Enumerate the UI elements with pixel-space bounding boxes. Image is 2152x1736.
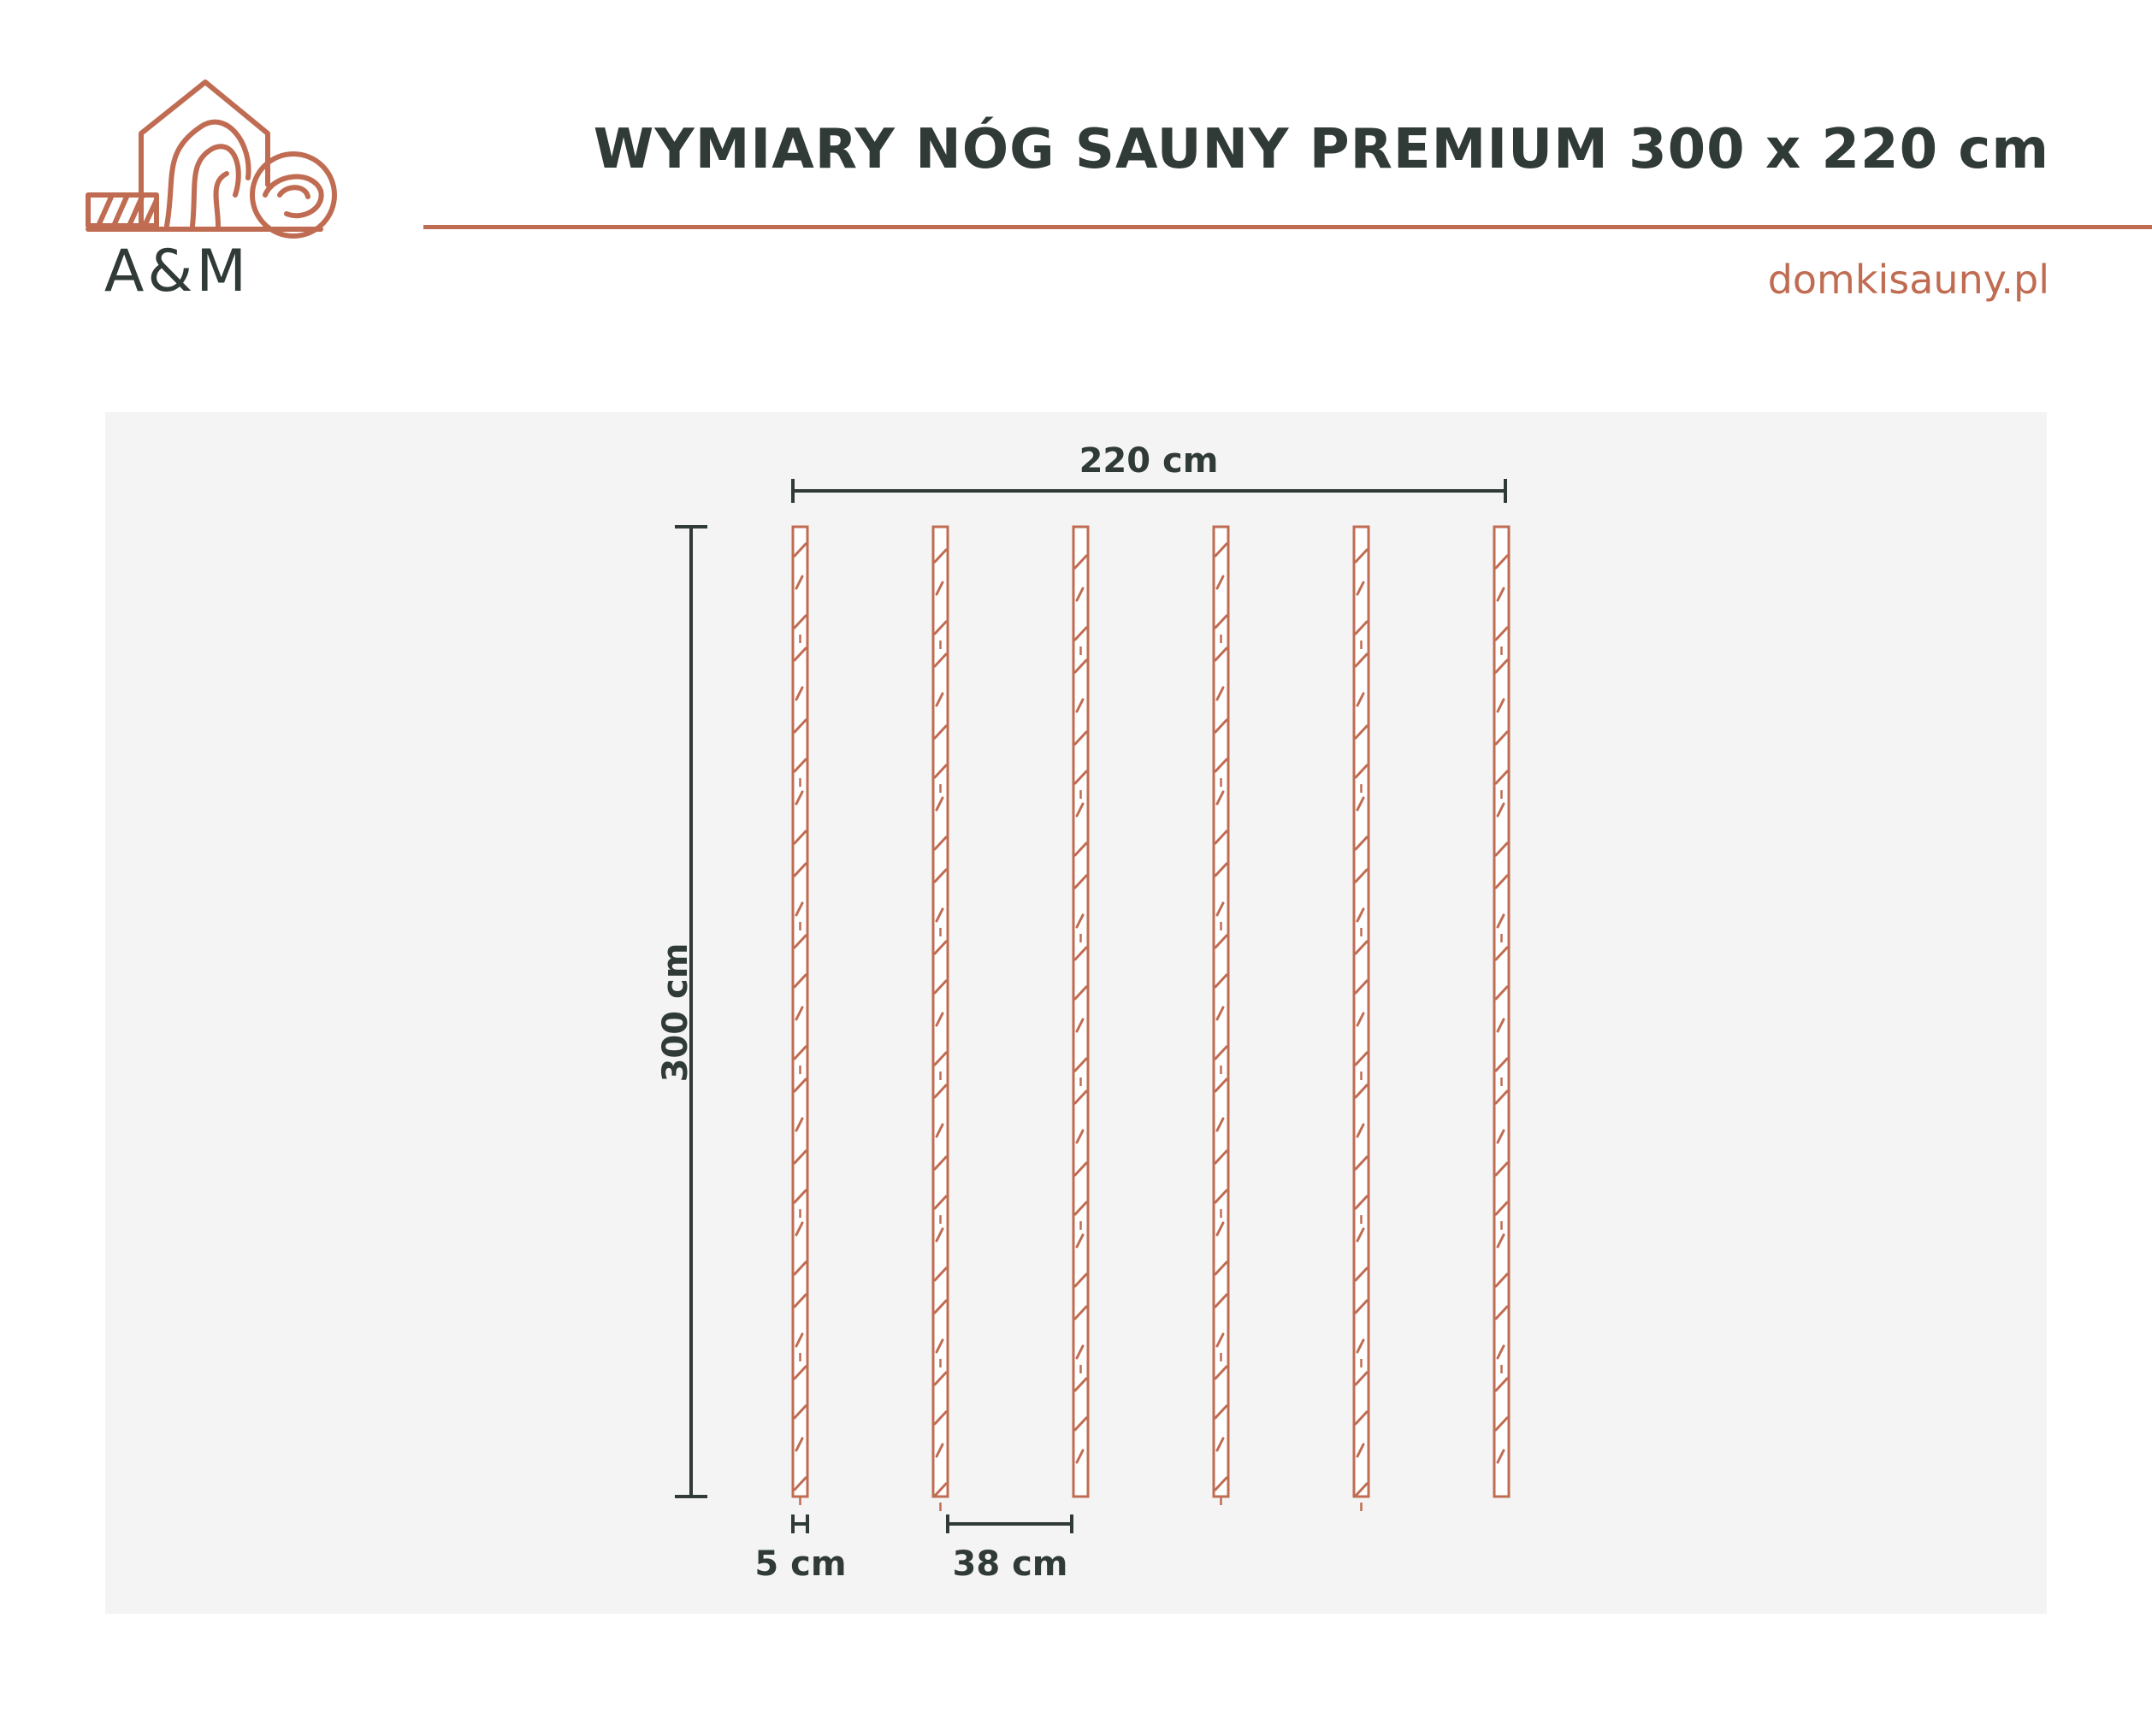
page-title: WYMIARY NÓG SAUNY PREMIUM 300 x 220 cm <box>593 118 2049 181</box>
sauna-house-wood-logo-icon: A&M <box>86 80 337 305</box>
spacing-label: 38 cm <box>953 1544 1068 1584</box>
logo-text: A&M <box>104 238 250 305</box>
height-label: 300 cm <box>656 943 695 1083</box>
sauna-leg <box>1352 525 1370 1511</box>
sauna-leg <box>931 525 949 1511</box>
width-label: 220 cm <box>1079 441 1219 481</box>
diagram-panel: 220 cm 300 cm 5 cm 38 cm <box>105 412 2047 1614</box>
header-divider <box>423 225 2152 229</box>
width-dimension <box>791 479 1507 503</box>
legs-diagram: 220 cm 300 cm 5 cm 38 cm <box>656 441 1511 1584</box>
legs-group <box>791 525 1511 1511</box>
leg-width-dimension <box>791 1515 809 1533</box>
leg-width-label: 5 cm <box>754 1544 846 1584</box>
sauna-leg <box>791 525 809 1505</box>
sauna-leg <box>1493 525 1511 1498</box>
height-dimension <box>675 525 707 1498</box>
website-link[interactable]: domkisauny.pl <box>1767 257 2049 303</box>
brand-logo: A&M <box>81 75 372 306</box>
sauna-leg <box>1072 525 1090 1498</box>
sauna-leg <box>1212 525 1230 1505</box>
spacing-dimension <box>946 1515 1073 1533</box>
